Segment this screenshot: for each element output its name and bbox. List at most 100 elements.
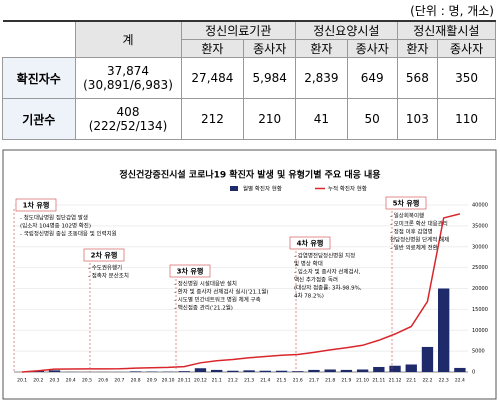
x-tick-label: 21.3 (244, 378, 254, 384)
x-tick-label: 20.7 (114, 378, 124, 384)
phase-label: 4차 유행 (297, 239, 324, 248)
cell: 103 (396, 98, 439, 140)
phase-note: (입소자 104명중 102명 확진) (20, 222, 91, 230)
phase-note: (대상자 접종률: 3차-98.9%, (294, 284, 362, 292)
total-cell: 37,874 (30,891/6,983) (74, 57, 182, 99)
x-tick-label: 20.10 (162, 378, 175, 384)
phase-badge (385, 196, 427, 210)
y-tick-label: 0 (472, 370, 475, 376)
x-tick-label: 22.3 (439, 378, 449, 384)
cell: 110 (437, 98, 496, 140)
phase-label: 5차 유행 (393, 199, 420, 208)
bar (405, 364, 417, 372)
bar (259, 370, 271, 372)
phase-badge (289, 236, 331, 250)
phase-note: 및 병상 확대 (294, 260, 323, 268)
y-tick-label: 25000 (472, 265, 488, 271)
cell: 5,984 (243, 57, 297, 99)
phase-badge (15, 198, 57, 212)
cell: 350 (437, 57, 496, 99)
x-tick-label: 20.4 (66, 378, 76, 384)
x-tick-label: 21.11 (372, 378, 385, 384)
header-group: 정신의료기관 (180, 20, 297, 40)
header-sub: 환자 (396, 39, 439, 58)
phase-note: - 국립정신병원 중심 초동대응 및 인력지원 (20, 230, 117, 238)
phase-note: - 환자 및 종사자 선제검사 실시('21.1월) (174, 288, 269, 296)
x-tick-label: 20.3 (50, 378, 60, 384)
phase-label: 2차 유행 (91, 251, 118, 260)
x-tick-label: 20.6 (98, 378, 108, 384)
header-sub: 환자 (180, 39, 245, 58)
x-tick-label: 20.11 (178, 378, 191, 384)
chart: 정신건강증진시설 코로나19 확진자 발생 및 유형기별 주요 대응 내용 0 5… (2, 149, 497, 400)
x-tick-label: 21.12 (389, 378, 402, 384)
phase-note: 백신 추가접종 독려 (294, 276, 338, 284)
cell: 568 (396, 57, 439, 99)
phase-note: 4차 78.2%) (294, 292, 324, 300)
x-tick-label: 21.2 (228, 378, 238, 384)
bar (373, 366, 385, 372)
cell: 50 (346, 98, 398, 140)
bar (227, 370, 239, 372)
x-tick-label: 21.10 (356, 378, 369, 384)
phase-note: 전담정신병원 단계적 해제 (390, 236, 449, 244)
total-value: 408 (116, 105, 140, 119)
line (22, 213, 461, 373)
bar (356, 369, 369, 372)
row-label: 기관수 (2, 98, 76, 140)
legend-swatch (230, 186, 238, 191)
header-group: 정신재활시설 (396, 20, 497, 40)
total-value: 37,874 (107, 64, 149, 78)
phase-badge (169, 264, 211, 278)
corner (2, 20, 76, 58)
x-tick-label: 21.4 (260, 378, 270, 384)
total-cell: 408 (222/52/134) (74, 98, 182, 140)
bar (308, 369, 320, 372)
x-tick-label: 21.6 (293, 378, 303, 384)
x-tick-label: 20.12 (194, 378, 207, 384)
x-tick-label: 21.1 (212, 378, 222, 384)
bar (178, 371, 190, 372)
y-tick-label: 15000 (472, 307, 488, 313)
bar (324, 369, 336, 372)
total-detail: (222/52/134) (88, 119, 168, 133)
cell: 212 (180, 98, 245, 140)
x-tick-label: 20.8 (131, 378, 141, 384)
phase-label: 1차 유행 (23, 201, 50, 210)
phase-note: - 감염병전담정신병원 지정 (294, 252, 355, 260)
cell: 2,839 (295, 57, 348, 99)
cell: 649 (346, 57, 398, 99)
bar (340, 369, 353, 372)
header-sub: 종사자 (243, 39, 297, 58)
summary-table: 계 정신의료기관 정신요양시설 정신재활시설 환자 종사자 환자 종사자 환자 종사자 확… (2, 20, 497, 140)
phase-note: - 일상회복이행 (390, 212, 424, 220)
table-row: 확진자수 37,874 (30,891/6,983) 27,484 5,984 2,839… (2, 57, 496, 99)
x-tick-label: 22.4 (455, 378, 465, 384)
bar (194, 368, 207, 372)
y-tick-label: 35000 (472, 223, 488, 229)
bar (389, 365, 401, 372)
chart-title: 정신건강증진시설 코로나19 확진자 발생 및 유형기별 주요 대응 내용 (119, 169, 380, 181)
bar (275, 370, 288, 372)
row-label: 확진자수 (2, 57, 76, 99)
x-tick-label: 21.9 (341, 378, 351, 384)
bar (211, 369, 223, 372)
phase-note: - 청도대남병원 집단감염 발생 (20, 214, 88, 222)
x-tick-label: 21.7 (309, 378, 319, 384)
phase-note: - 오미크론 확산 대응관리 (390, 220, 448, 228)
header-sub: 환자 (295, 39, 348, 58)
total-detail: (30,891/6,983) (83, 78, 173, 92)
cell: 27,484 (180, 57, 245, 99)
header-sub: 종사자 (437, 39, 496, 58)
table-row: 기관수 408 (222/52/134) 212 210 41 50 103 110 (2, 98, 496, 140)
y-tick-label: 30000 (472, 244, 488, 250)
y-tick-label: 20000 (472, 286, 488, 292)
x-tick-label: 20.2 (33, 378, 43, 384)
header-group: 정신요양시설 (295, 20, 398, 40)
bar (48, 370, 61, 372)
y-tick-label: 40000 (472, 203, 488, 209)
phase-badge (83, 248, 125, 262)
bar (243, 370, 255, 372)
x-tick-label: 21.5 (277, 378, 287, 384)
legend-label: 누적 확진자 현황 (328, 185, 367, 193)
